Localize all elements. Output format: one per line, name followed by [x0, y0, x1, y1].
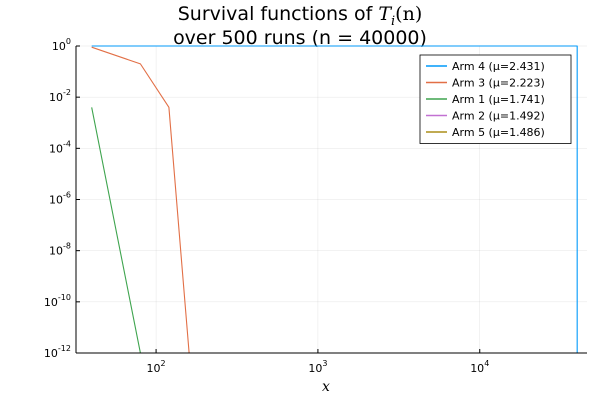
legend: Arm 4 (μ=2.431) Arm 3 (μ=2.223) Arm 1 (μ=1…: [419, 54, 572, 144]
y-tick-label: 10-8: [49, 242, 71, 258]
chart-title-line-2: over 500 runs (n = 40000): [173, 27, 427, 49]
x-tick-label: 104: [470, 359, 489, 375]
y-tick-label: 10-2: [49, 88, 71, 104]
chart-title-math-symbol: T: [378, 3, 391, 25]
chart-title-text: Survival functions of: [177, 3, 379, 25]
x-tick-label: 102: [147, 359, 166, 375]
chart-title-math-suffix: (n): [395, 3, 423, 25]
tick-label-layer: 102 103 104 100 10-2 10-4 10-6 10-8 10-10 10-12: [44, 37, 489, 375]
axes-layer: [75, 45, 587, 354]
y-tick-label: 10-4: [49, 139, 71, 155]
legend-label-4: Arm 2 (μ=1.492): [452, 110, 545, 123]
chart-title-math-subscript: i: [391, 13, 396, 29]
chart-title-line-1: Survival functions of Ti(n): [0, 3, 600, 29]
y-tick-label: 10-10: [44, 293, 71, 309]
y-tick-label: 10-12: [44, 344, 71, 360]
y-tick-label: 10-6: [49, 191, 71, 207]
series-line-1: [91, 45, 578, 353]
x-tick-label: 103: [308, 359, 327, 375]
x-axis-label: x: [322, 379, 330, 395]
legend-label-1: Arm 4 (μ=2.431): [452, 60, 545, 73]
legend-label-3: Arm 1 (μ=1.741): [452, 93, 545, 106]
legend-label-5: Arm 5 (μ=1.486): [452, 126, 545, 139]
series-line-3: [91, 107, 578, 354]
y-tick-label: 100: [52, 37, 71, 53]
legend-label-2: Arm 3 (μ=2.223): [452, 77, 545, 90]
chart-title-math: Ti(n): [378, 3, 423, 29]
